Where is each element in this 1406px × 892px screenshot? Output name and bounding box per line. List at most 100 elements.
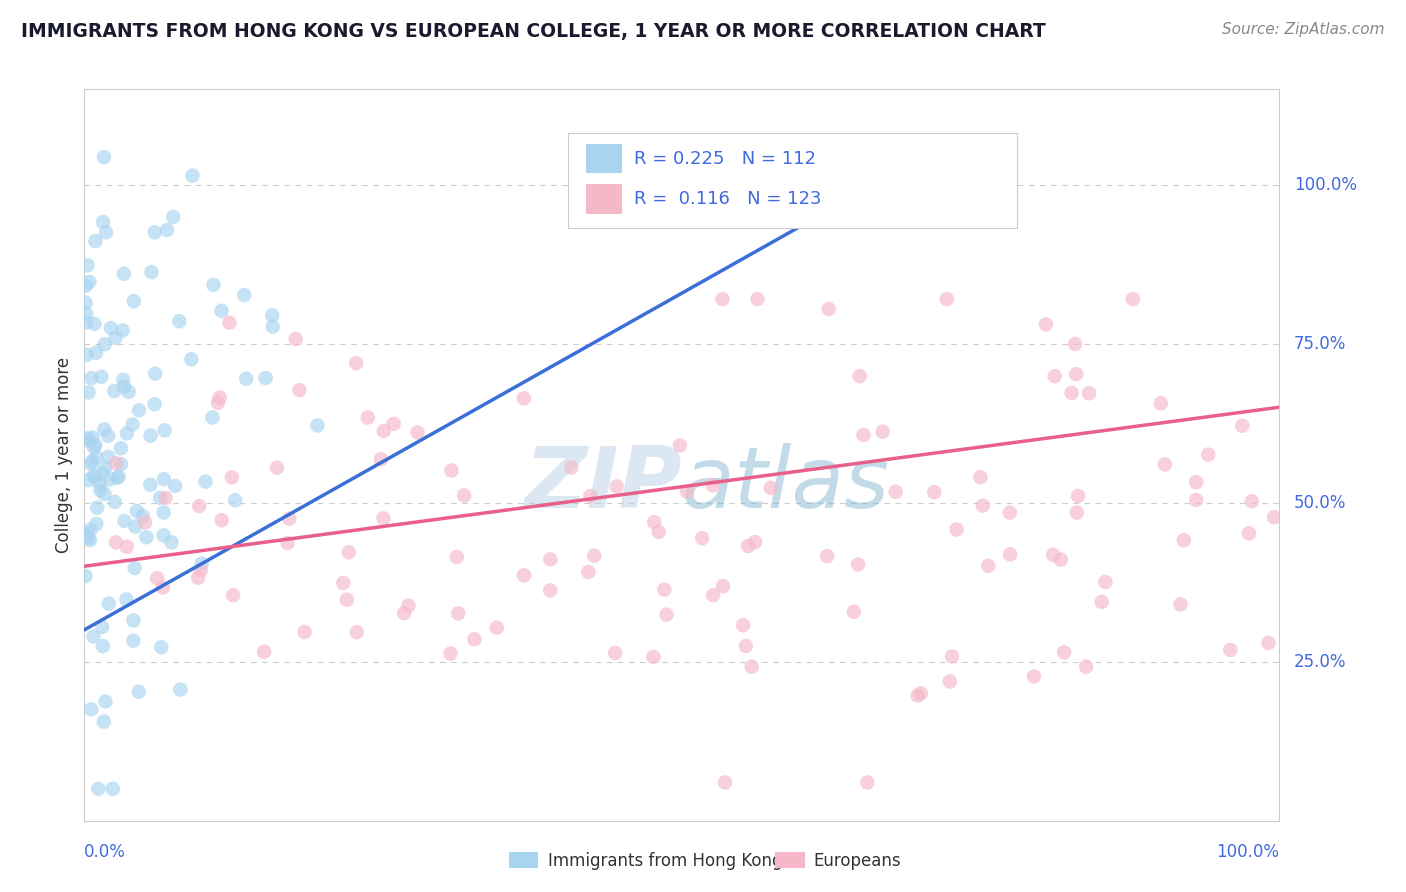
- Point: [744, 535, 766, 549]
- Point: [945, 523, 967, 537]
- Point: [112, 267, 135, 281]
- Point: [759, 481, 782, 495]
- Point: [262, 319, 284, 334]
- Point: [690, 531, 713, 545]
- Point: [262, 308, 284, 322]
- Point: [132, 508, 155, 523]
- Point: [1185, 475, 1208, 489]
- Point: [254, 371, 277, 385]
- Point: [84, 469, 107, 483]
- Text: Source: ZipAtlas.com: Source: ZipAtlas.com: [1222, 22, 1385, 37]
- Point: [1066, 506, 1088, 520]
- Point: [84, 438, 107, 452]
- Point: [1053, 645, 1076, 659]
- Point: [447, 607, 470, 621]
- Point: [222, 588, 245, 602]
- Point: [284, 332, 307, 346]
- Point: [278, 511, 301, 525]
- Point: [1042, 548, 1064, 562]
- Text: 100.0%: 100.0%: [1216, 843, 1279, 861]
- Point: [1049, 552, 1071, 566]
- Point: [1035, 318, 1057, 332]
- Point: [648, 524, 671, 539]
- Text: IMMIGRANTS FROM HONG KONG VS EUROPEAN COLLEGE, 1 YEAR OR MORE CORRELATION CHART: IMMIGRANTS FROM HONG KONG VS EUROPEAN CO…: [21, 22, 1046, 41]
- Text: 25.0%: 25.0%: [1294, 653, 1347, 671]
- Y-axis label: College, 1 year or more: College, 1 year or more: [55, 357, 73, 553]
- Point: [115, 592, 138, 607]
- Point: [77, 473, 100, 487]
- Point: [75, 295, 97, 310]
- Point: [1043, 369, 1066, 384]
- Point: [135, 530, 157, 544]
- Point: [122, 613, 145, 627]
- Point: [115, 426, 138, 441]
- Point: [1240, 494, 1263, 508]
- Point: [122, 294, 145, 309]
- Point: [139, 428, 162, 442]
- Point: [89, 483, 111, 498]
- Point: [97, 429, 120, 443]
- Point: [75, 307, 97, 321]
- Point: [84, 450, 107, 464]
- Point: [104, 331, 127, 345]
- Point: [94, 694, 117, 708]
- Point: [221, 470, 243, 484]
- Point: [711, 579, 734, 593]
- Point: [80, 371, 103, 385]
- Point: [576, 565, 599, 579]
- Point: [741, 659, 763, 673]
- Point: [188, 499, 211, 513]
- Point: [332, 576, 354, 591]
- Point: [104, 495, 127, 509]
- Point: [211, 303, 233, 318]
- Point: [1170, 597, 1192, 611]
- Point: [998, 506, 1021, 520]
- Point: [440, 463, 463, 477]
- Point: [93, 714, 115, 729]
- Point: [1078, 386, 1101, 401]
- Text: R = 0.225   N = 112: R = 0.225 N = 112: [634, 150, 815, 168]
- Point: [538, 583, 561, 598]
- Point: [579, 489, 602, 503]
- Point: [105, 456, 128, 470]
- Text: 75.0%: 75.0%: [1294, 334, 1346, 352]
- Point: [105, 471, 128, 485]
- Point: [463, 632, 485, 647]
- Point: [211, 513, 233, 527]
- Point: [235, 372, 257, 386]
- Point: [815, 549, 838, 563]
- Point: [84, 345, 107, 359]
- Point: [346, 625, 368, 640]
- Point: [382, 417, 405, 431]
- Point: [76, 258, 98, 272]
- Point: [910, 686, 932, 700]
- Point: [253, 645, 276, 659]
- Point: [734, 639, 756, 653]
- Point: [337, 545, 360, 559]
- Point: [101, 781, 124, 796]
- Point: [86, 500, 108, 515]
- Point: [538, 552, 561, 566]
- Point: [121, 417, 143, 432]
- Point: [167, 314, 190, 328]
- Point: [1067, 489, 1090, 503]
- Point: [711, 292, 734, 306]
- Point: [202, 277, 225, 292]
- Point: [190, 557, 212, 571]
- Point: [79, 533, 101, 547]
- Point: [194, 475, 217, 489]
- Point: [115, 540, 138, 554]
- Point: [941, 649, 963, 664]
- Point: [125, 504, 148, 518]
- Point: [160, 535, 183, 549]
- Point: [77, 431, 100, 445]
- Point: [104, 535, 127, 549]
- Point: [86, 516, 108, 531]
- Point: [201, 410, 224, 425]
- Point: [846, 558, 869, 572]
- Point: [655, 607, 678, 622]
- Point: [1122, 292, 1144, 306]
- Point: [513, 392, 536, 406]
- Text: Immigrants from Hong Kong: Immigrants from Hong Kong: [548, 852, 783, 870]
- Point: [110, 442, 132, 456]
